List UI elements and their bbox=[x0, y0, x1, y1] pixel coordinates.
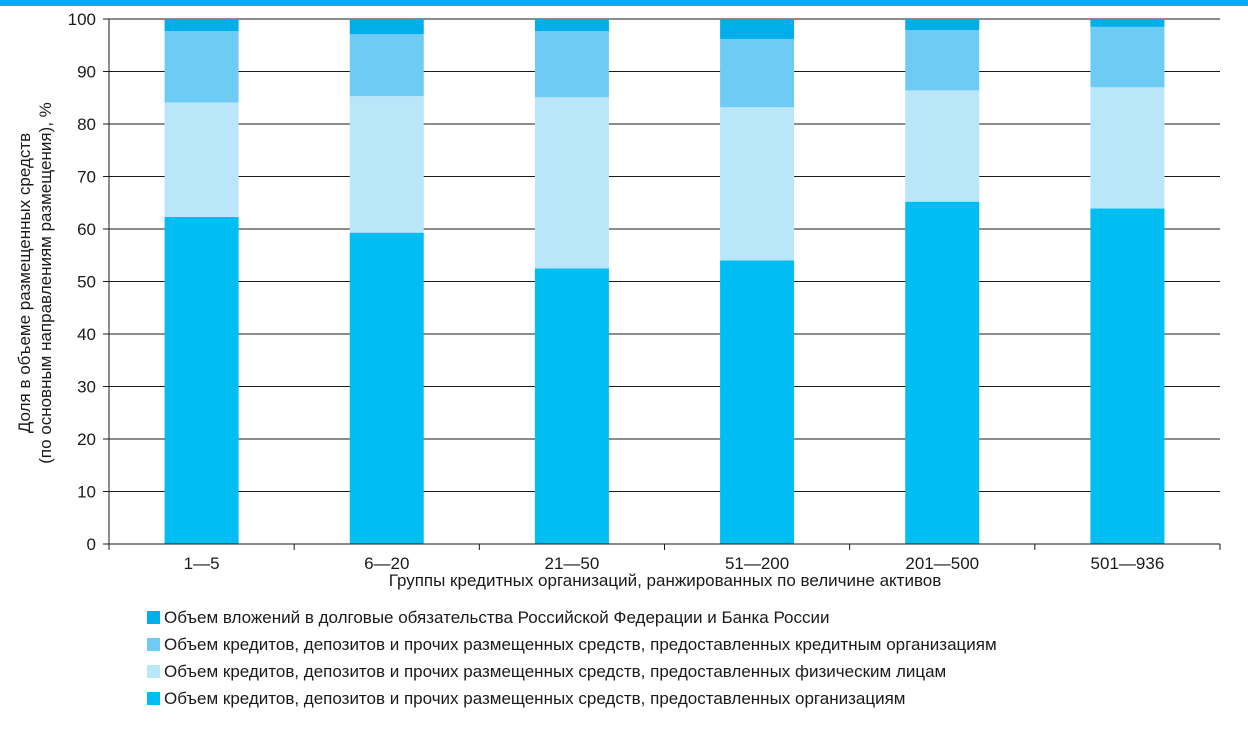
bar-segment bbox=[349, 232, 424, 545]
y-tick-label: 0 bbox=[87, 535, 96, 554]
bar-segment bbox=[349, 19, 424, 35]
bar-segment bbox=[1090, 19, 1165, 27]
legend-label: Объем кредитов, депозитов и прочих разме… bbox=[164, 689, 905, 708]
bar-segment bbox=[720, 260, 795, 544]
bar-segment bbox=[534, 19, 609, 32]
y-tick-label: 70 bbox=[77, 168, 96, 187]
y-tick-label: 10 bbox=[77, 483, 96, 502]
x-tick-label: 21—50 bbox=[545, 554, 600, 573]
y-tick-labels: 0 10 20 30 40 50 60 70 80 90 100 bbox=[68, 10, 96, 554]
bar-segment bbox=[1090, 87, 1165, 209]
x-tick-label: 1—5 bbox=[184, 554, 220, 573]
y-tick-label: 40 bbox=[77, 325, 96, 344]
bar-segment bbox=[534, 31, 609, 98]
y-axis-title-line-1: Доля в объеме размещенных средств bbox=[15, 133, 34, 433]
bar-segment bbox=[905, 30, 980, 91]
x-tick-label: 201—500 bbox=[905, 554, 979, 573]
y-tick-label: 90 bbox=[77, 63, 96, 82]
x-tick-label: 501—936 bbox=[1091, 554, 1165, 573]
bar-segment bbox=[1090, 26, 1165, 88]
y-tick-label: 20 bbox=[77, 430, 96, 449]
bar-segment bbox=[1090, 208, 1165, 544]
legend-label: Объем кредитов, депозитов и прочих разме… bbox=[164, 635, 997, 654]
bar-segment bbox=[349, 34, 424, 97]
legend-label: Объем кредитов, депозитов и прочих разме… bbox=[164, 662, 946, 681]
y-axis-title-line-2: (по основным направлениям размещения), % bbox=[36, 102, 55, 464]
bar-segment bbox=[164, 102, 239, 217]
y-tick-label: 50 bbox=[77, 273, 96, 292]
bar-segment bbox=[534, 268, 609, 544]
legend-swatch bbox=[147, 638, 160, 651]
legend-swatch bbox=[147, 611, 160, 624]
bar-segment bbox=[534, 97, 609, 269]
y-tick-label: 100 bbox=[68, 10, 96, 29]
legend: Объем вложений в долговые обязательства … bbox=[147, 608, 997, 708]
bar-segment bbox=[164, 19, 239, 32]
bar-segment bbox=[164, 216, 239, 545]
bar-segment bbox=[349, 96, 424, 233]
y-tick-label: 80 bbox=[77, 115, 96, 134]
bar-segment bbox=[720, 38, 795, 108]
x-tick-labels: 1—5 6—20 21—50 51—200 201—500 501—936 bbox=[184, 554, 1165, 573]
x-tick-label: 6—20 bbox=[364, 554, 409, 573]
y-tick-label: 30 bbox=[77, 378, 96, 397]
legend-label: Объем вложений в долговые обязательства … bbox=[164, 608, 830, 627]
bar-segment bbox=[720, 19, 795, 39]
bars bbox=[164, 19, 1165, 545]
legend-swatch bbox=[147, 692, 160, 705]
bar-segment bbox=[164, 31, 239, 103]
bar-segment bbox=[905, 90, 980, 202]
axes bbox=[103, 18, 1221, 550]
gridlines bbox=[109, 18, 1220, 492]
x-axis-title: Группы кредитных организаций, ранжирован… bbox=[389, 571, 942, 590]
bar-segment bbox=[905, 201, 980, 544]
x-tick-label: 51—200 bbox=[725, 554, 789, 573]
y-tick-label: 60 bbox=[77, 220, 96, 239]
bar-segment bbox=[905, 19, 980, 31]
bar-segment bbox=[720, 107, 795, 261]
legend-swatch bbox=[147, 665, 160, 678]
chart-title-band bbox=[0, 0, 1248, 6]
